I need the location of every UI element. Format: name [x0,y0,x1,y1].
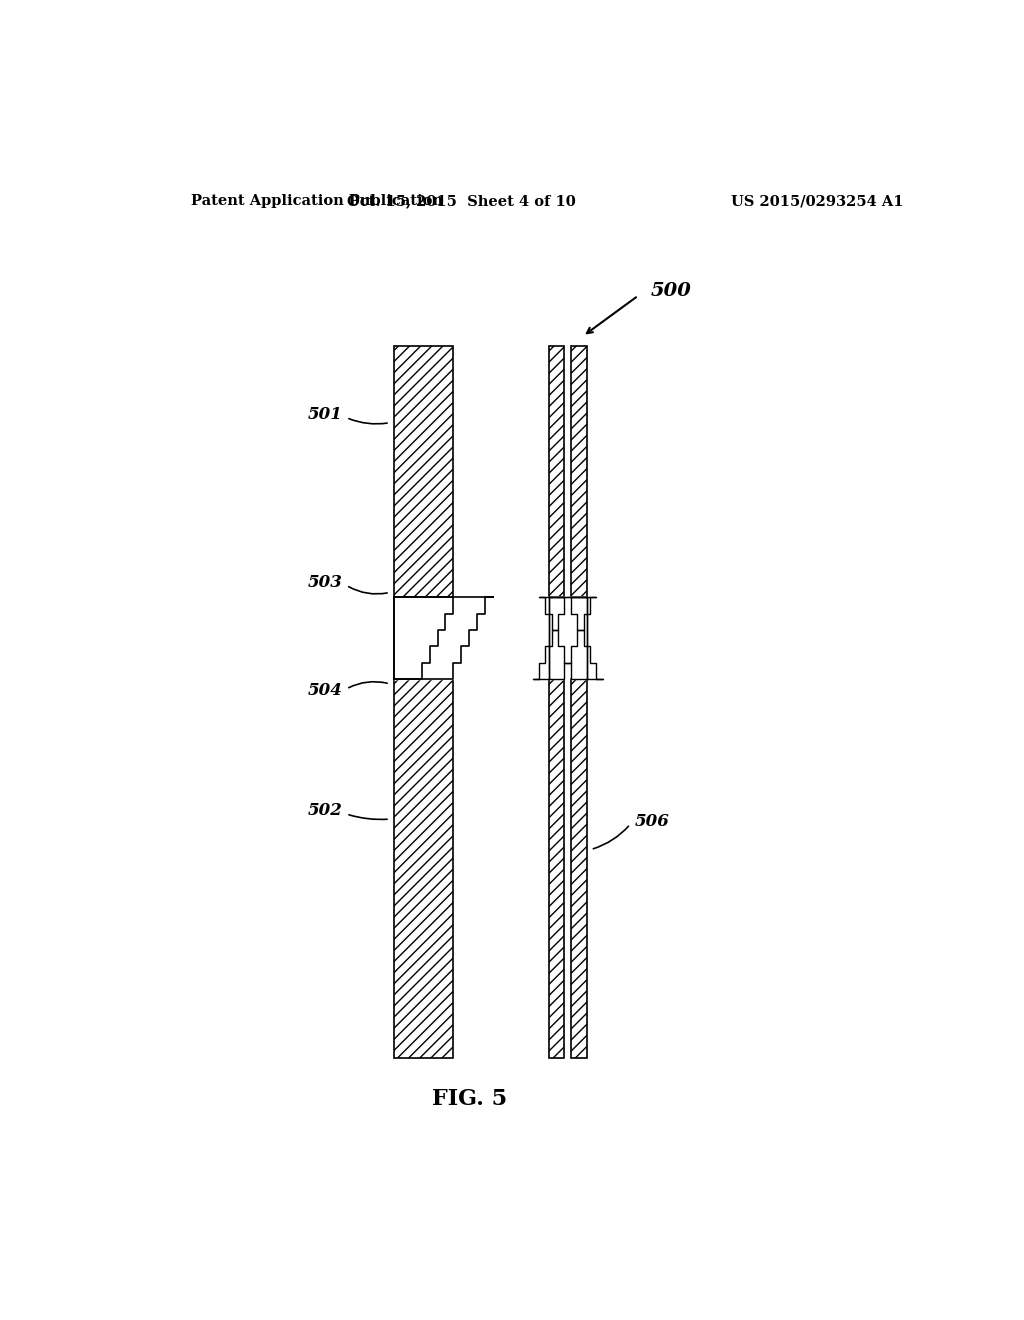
Polygon shape [532,598,564,678]
Text: 500: 500 [650,281,691,300]
Bar [394,346,454,598]
Text: FIG. 5: FIG. 5 [432,1088,507,1110]
Polygon shape [570,598,602,678]
Polygon shape [394,598,494,678]
Text: 506: 506 [634,813,670,829]
Bar [570,346,587,598]
Bar [549,678,564,1057]
Polygon shape [549,598,596,678]
Bar [570,678,587,1057]
Polygon shape [539,598,587,678]
Bar [549,346,564,598]
Text: 502: 502 [307,803,342,820]
Bar [394,678,454,1057]
Text: 501: 501 [307,407,342,422]
Polygon shape [394,598,454,678]
Text: Patent Application Publication: Patent Application Publication [191,194,443,209]
Text: 503: 503 [307,574,342,591]
Text: Oct. 15, 2015  Sheet 4 of 10: Oct. 15, 2015 Sheet 4 of 10 [347,194,575,209]
Text: US 2015/0293254 A1: US 2015/0293254 A1 [731,194,903,209]
Text: 504: 504 [307,682,342,700]
